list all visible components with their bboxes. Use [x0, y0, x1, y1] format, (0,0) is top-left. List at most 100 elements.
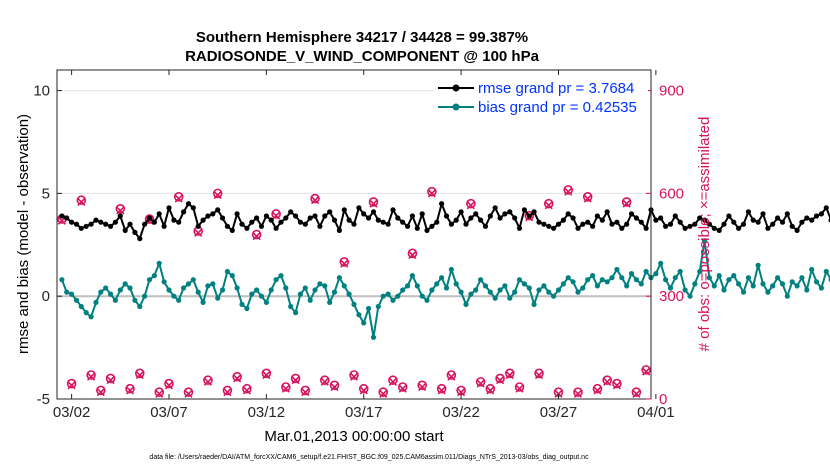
bias-point [580, 285, 586, 291]
rmse-point [249, 219, 255, 225]
obs-assimilated-point [320, 377, 329, 386]
obs-possible-point [485, 383, 496, 394]
bias-point [405, 283, 411, 289]
obs-assimilated-point [349, 372, 359, 381]
rmse-point [770, 221, 776, 227]
obs-assimilated-point [213, 191, 222, 200]
bias-point [151, 273, 157, 279]
rmse-point [385, 221, 391, 227]
obs-possible-point [329, 380, 340, 391]
rmse-point [570, 215, 576, 221]
bias-point [794, 283, 800, 289]
rmse-point [59, 213, 65, 219]
bias-point [142, 293, 148, 299]
bias-point [531, 301, 537, 307]
rmse-point [478, 217, 484, 223]
rmse-point [526, 213, 532, 219]
rmse-point [716, 227, 722, 233]
rmse-point [448, 221, 454, 227]
obs-possible-point [495, 373, 505, 384]
bias-point [677, 268, 683, 275]
obs-possible-point [164, 378, 174, 389]
bias-series [59, 238, 830, 340]
rmse-point [692, 221, 698, 227]
rmse-point [536, 219, 542, 225]
rmse-point [706, 221, 713, 227]
bias-point [215, 295, 221, 301]
rmse-point [283, 215, 289, 221]
obs-assimilated-point [330, 382, 339, 392]
obs-possible-point [349, 370, 359, 380]
bias-point [317, 281, 323, 287]
rmse-point [463, 221, 469, 227]
y-right-tick-label-3: 900 [659, 83, 684, 100]
bias-point [419, 293, 425, 299]
rmse-point [740, 221, 747, 227]
rmse-point [804, 215, 810, 221]
legend-box [434, 76, 648, 118]
rmse-point [78, 225, 84, 231]
bias-point [88, 314, 94, 320]
bias-point [458, 289, 464, 295]
obs-possible-point [475, 377, 486, 387]
bias-point [711, 283, 717, 289]
rmse-point [229, 227, 235, 233]
y-right-tick-label-0: 0 [659, 391, 667, 408]
bias-point [575, 289, 581, 295]
rmse-point [599, 217, 605, 223]
obs-possible-point [436, 383, 447, 394]
bias-point [697, 268, 703, 275]
rmse-point [794, 227, 800, 233]
bias-point [706, 275, 713, 281]
x-tick-label-2: 03/12 [248, 404, 286, 421]
bias-point [283, 285, 289, 291]
bias-point [628, 271, 635, 277]
obs-count-markers [57, 185, 651, 398]
bias-point [716, 273, 722, 279]
bias-point [604, 279, 610, 285]
rmse-point [512, 215, 518, 221]
obs-possible-point [612, 378, 622, 389]
rmse-point [239, 221, 245, 227]
obs-assimilated-point [233, 374, 242, 383]
rmse-point [137, 236, 143, 242]
bias-point [789, 279, 795, 285]
x-tick-label-4: 03/22 [442, 404, 480, 421]
rmse-point [658, 215, 664, 221]
obs-possible-point [368, 197, 379, 207]
bias-point [409, 273, 415, 279]
rmse-point [672, 213, 678, 219]
obs-possible-point [183, 387, 194, 397]
rmse-point [760, 211, 766, 217]
obs-assimilated-point [476, 379, 485, 388]
obs-possible-point [641, 365, 651, 375]
bias-point [258, 293, 265, 299]
obs-assimilated-point [544, 201, 553, 210]
rmse-point [818, 211, 825, 217]
rmse-point [327, 209, 333, 215]
rmse-point [73, 221, 80, 227]
legend-item-rmse: rmse grand pr = 3.7684 [438, 80, 634, 97]
rmse-point [93, 217, 99, 223]
bias-point [736, 281, 742, 287]
obs-assimilated-point [203, 377, 213, 386]
bias-point [439, 275, 445, 281]
obs-assimilated-point [281, 384, 290, 393]
bias-point [273, 277, 279, 283]
bias-point [346, 291, 352, 297]
obs-assimilated-point [495, 376, 505, 385]
rmse-point [263, 213, 269, 219]
obs-possible-point [86, 370, 96, 380]
obs-possible-point [271, 209, 281, 219]
bias-point [443, 285, 450, 291]
rmse-point [609, 221, 615, 227]
bias-point [653, 271, 659, 277]
plot-background [57, 70, 651, 399]
bias-point [181, 285, 187, 291]
bias-point [784, 293, 790, 299]
rmse-point [711, 225, 717, 231]
bias-point [73, 297, 80, 303]
obs-possible-point [300, 385, 311, 396]
obs-assimilated-point [632, 389, 641, 398]
bias-point [740, 289, 747, 295]
